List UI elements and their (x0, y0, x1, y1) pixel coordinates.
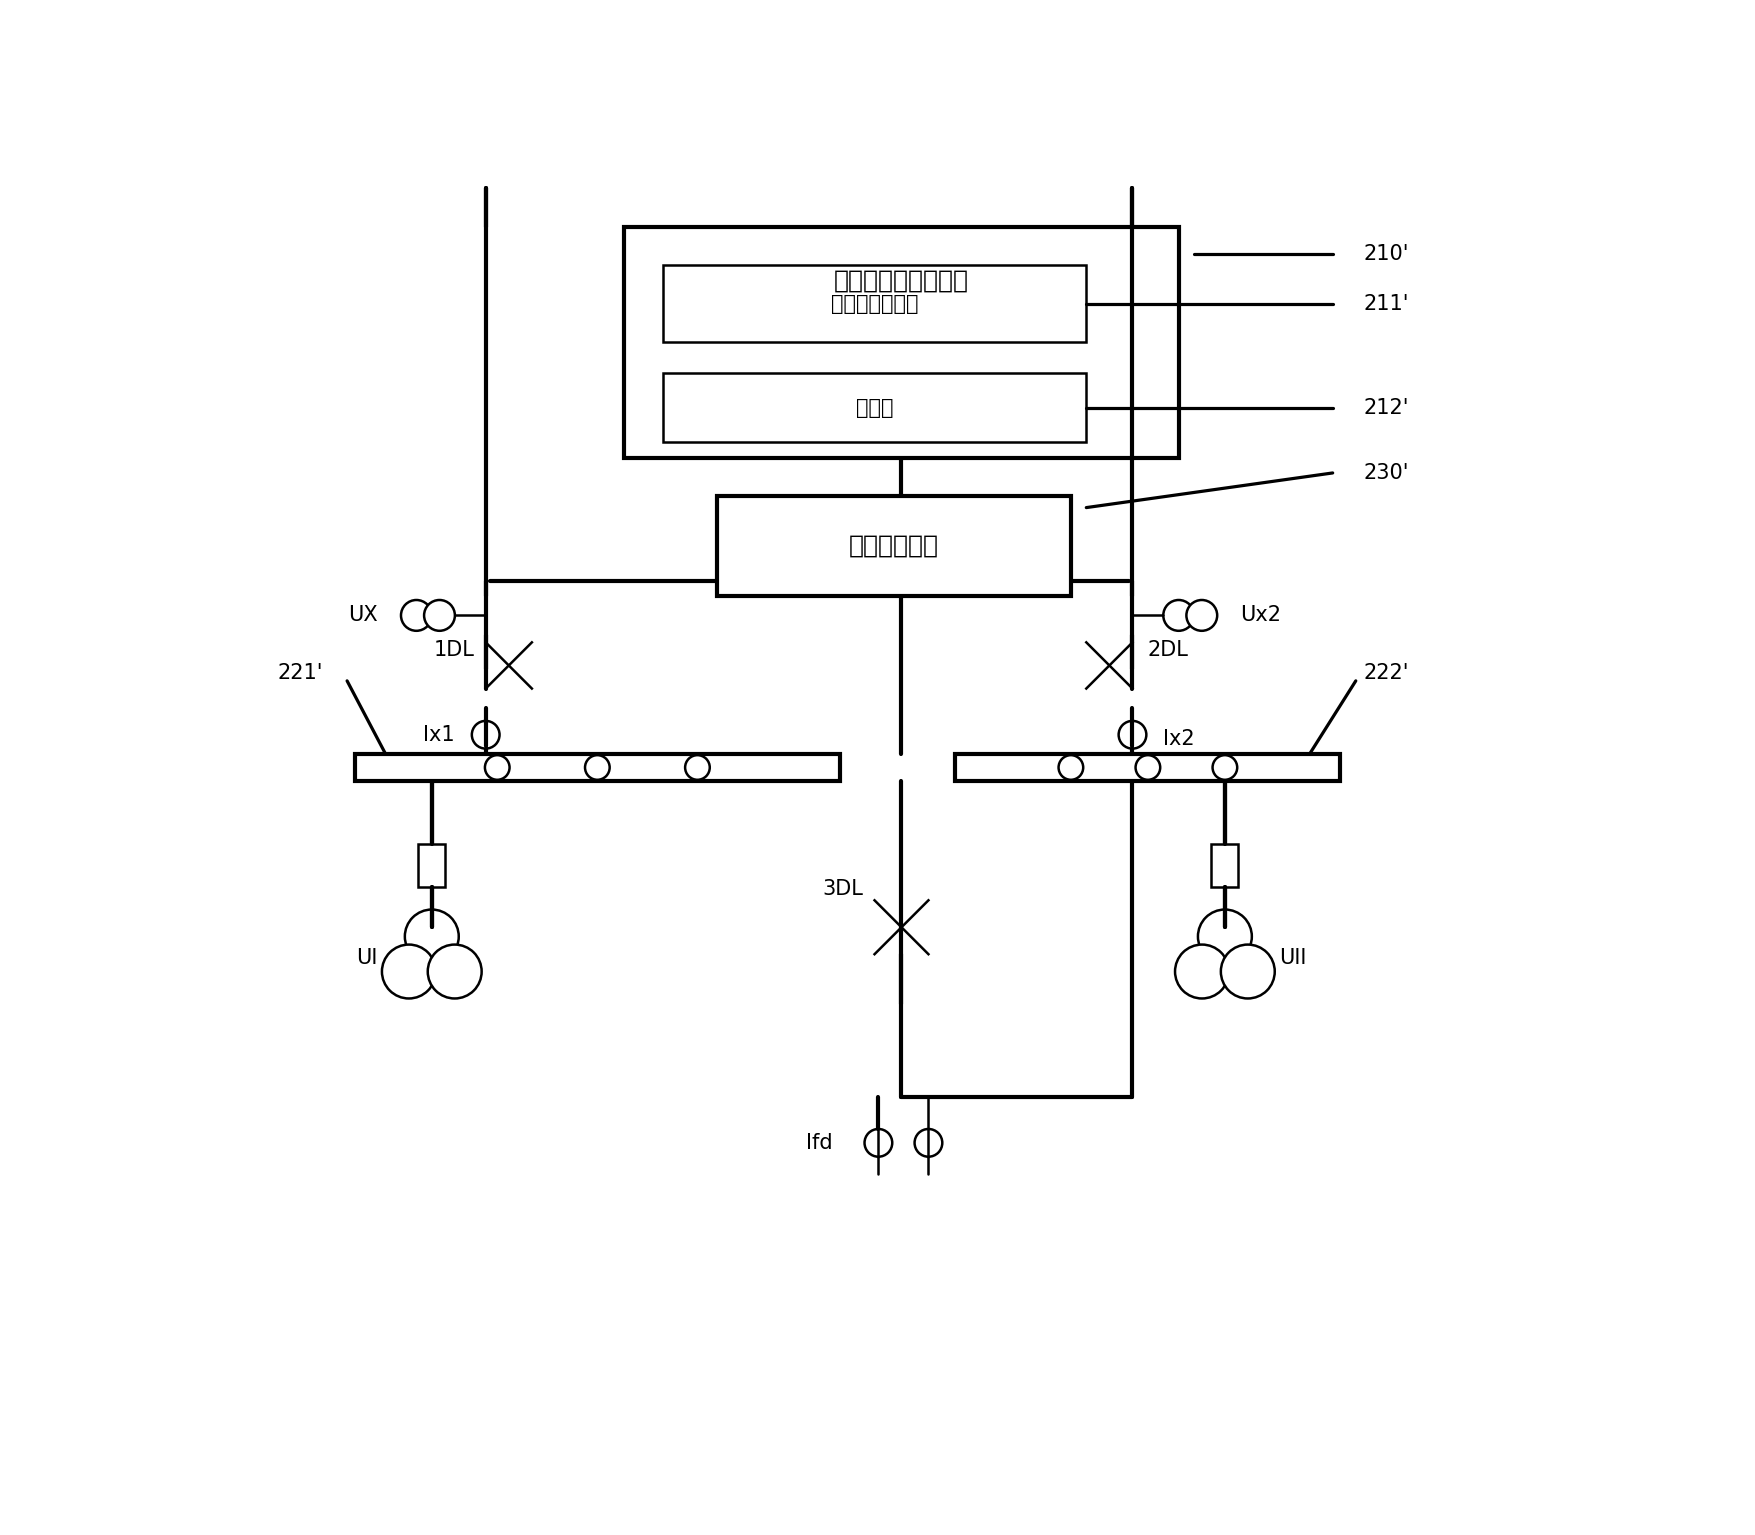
Text: 定时器: 定时器 (855, 398, 893, 418)
Circle shape (428, 944, 481, 998)
Text: UII: UII (1278, 949, 1306, 969)
Bar (355, 754, 839, 781)
Text: 自动切换电器控制器: 自动切换电器控制器 (834, 269, 969, 293)
Text: 210': 210' (1362, 244, 1408, 264)
Text: Ix1: Ix1 (423, 725, 455, 744)
Bar (662, 266, 1086, 342)
Circle shape (1220, 944, 1274, 998)
Text: 1DL: 1DL (433, 640, 474, 660)
Text: 电动操作机构: 电动操作机构 (848, 534, 939, 559)
Circle shape (400, 600, 432, 631)
Circle shape (472, 721, 498, 749)
Text: 230': 230' (1362, 464, 1408, 484)
Bar (716, 496, 1071, 596)
Bar (1211, 844, 1237, 887)
Text: 3DL: 3DL (821, 878, 862, 900)
Circle shape (863, 1128, 892, 1157)
Circle shape (1186, 600, 1216, 631)
Circle shape (1058, 755, 1083, 780)
Circle shape (684, 755, 709, 780)
Circle shape (1162, 600, 1193, 631)
Bar (625, 227, 1178, 457)
Text: Ix2: Ix2 (1162, 729, 1193, 749)
Circle shape (914, 1128, 942, 1157)
Text: 2DL: 2DL (1148, 640, 1188, 660)
Text: UX: UX (347, 605, 377, 625)
Circle shape (1197, 910, 1251, 964)
Circle shape (1118, 721, 1146, 749)
Text: Ifd: Ifd (806, 1133, 832, 1153)
Circle shape (425, 600, 455, 631)
Text: 211': 211' (1362, 293, 1408, 313)
Bar (418, 844, 446, 887)
Circle shape (584, 755, 609, 780)
Text: UI: UI (356, 949, 377, 969)
Circle shape (1213, 755, 1237, 780)
Text: 212': 212' (1362, 398, 1408, 418)
Text: 222': 222' (1362, 663, 1408, 683)
Circle shape (1135, 755, 1160, 780)
Circle shape (383, 944, 435, 998)
Bar (662, 373, 1086, 442)
Text: 运行方式切换器: 运行方式切换器 (830, 293, 918, 313)
Text: 221': 221' (277, 663, 323, 683)
Text: Ux2: Ux2 (1239, 605, 1281, 625)
Bar (955, 754, 1339, 781)
Circle shape (405, 910, 458, 964)
Circle shape (1174, 944, 1228, 998)
Circle shape (484, 755, 509, 780)
